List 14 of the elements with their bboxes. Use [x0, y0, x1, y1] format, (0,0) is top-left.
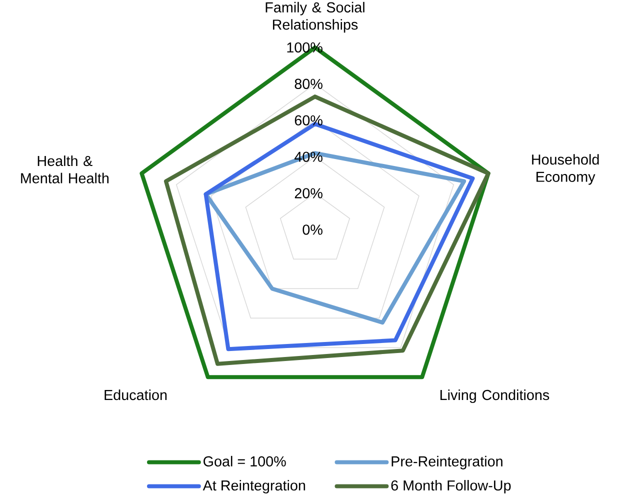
spoke-label: Living Conditions	[440, 389, 550, 403]
legend-label: Goal = 100%	[204, 456, 286, 466]
legend-label: At Reintegration	[202, 480, 306, 494]
legend-label: 6 Month Follow-Up	[391, 480, 511, 494]
spoke-label: Household Economy	[532, 154, 599, 185]
y-tick-label: 0%	[302, 224, 322, 235]
spoke-label: Family & Social Relationships	[266, 2, 364, 32]
y-tick-label: 20%	[294, 188, 322, 198]
spoke-label: Education	[104, 389, 167, 400]
y-tick-label: 80%	[294, 78, 322, 89]
spoke-label: Health & Mental Health	[21, 155, 109, 184]
legend-label: Pre-Reintegration	[392, 456, 502, 470]
y-tick-label: 40%	[294, 151, 322, 162]
y-tick-label: 60%	[294, 115, 322, 126]
